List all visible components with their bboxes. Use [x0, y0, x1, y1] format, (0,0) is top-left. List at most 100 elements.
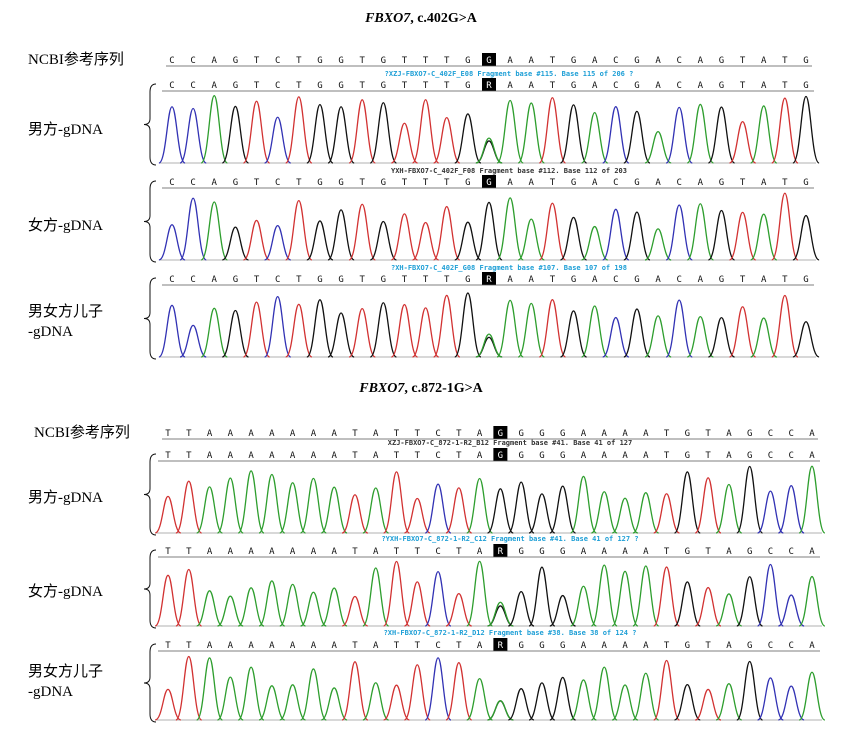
panel-1-reference-base: G	[634, 56, 639, 66]
panel-1-track-1-peak-T	[411, 99, 440, 164]
panel-2-track-3-peak-A	[798, 671, 826, 721]
panel-2-track-2-base: G	[747, 547, 752, 557]
panel-1-track-3-peak-G	[623, 308, 651, 358]
panel-1-reference-base: G	[233, 56, 238, 66]
panel-2-track-2-peak-A	[715, 593, 743, 627]
panel-2-reference-base: G	[560, 429, 565, 439]
panel-2-track-1-base: G	[539, 451, 544, 461]
panel-1-track-3-base: T	[254, 275, 260, 285]
panel-2-reference-base: T	[165, 429, 171, 439]
panel-2-track-2-peak-A	[258, 580, 286, 627]
panel-2-track-1-peak-T	[694, 477, 722, 534]
panel-1-track-1-file-caption: ?XZJ-FBXO7-C_402F_E08 Fragment base #115…	[385, 70, 634, 78]
panel-1-track-3-base: C	[275, 275, 280, 285]
panel-2-track-3-base: T	[664, 641, 670, 651]
panel-2-reference-base: G	[685, 429, 690, 439]
panel-1-track-2-peak-A	[750, 213, 778, 261]
panel-2-reference-base: T	[664, 429, 670, 439]
panel-2-track-2-base: A	[602, 547, 608, 557]
panel-1-track-3-peak-A	[200, 307, 228, 358]
panel-1-track-3-base: R	[486, 275, 492, 285]
panel-2-track-3-base: A	[269, 641, 275, 651]
panel-2-track-1-base: A	[290, 451, 296, 461]
panel-2-track-1-base: C	[789, 451, 794, 461]
panel-1-track-2-peak-G	[475, 201, 503, 261]
panel-2-reference-base: A	[311, 429, 317, 439]
panel-1-track-3-peak-A	[496, 299, 524, 358]
panel-2-reference-base: A	[726, 429, 732, 439]
panel-2-track-3-base: A	[581, 641, 587, 651]
panel-1-track-3-base: G	[317, 275, 322, 285]
panel-1-track-2-peak-C	[158, 224, 186, 261]
panel-1-track-1-base: T	[254, 81, 260, 91]
panel-2-track-2-base: A	[228, 547, 234, 557]
panel-2-track-2-peak-A	[217, 595, 244, 627]
panel-1-track-3-base: G	[338, 275, 343, 285]
panel-2-track-3-base: C	[789, 641, 794, 651]
panel-1-track-1-base: A	[655, 81, 661, 91]
panel-1-track-1-peak-A	[580, 111, 609, 164]
panel-1-track-3-base: G	[803, 275, 808, 285]
panel-2-track-1-base: G	[560, 451, 565, 461]
panel-2-track-2-peak-G	[673, 581, 701, 627]
panel-2-reference-base: C	[768, 429, 773, 439]
panel-2-track-1-base: A	[622, 451, 628, 461]
panel-2-track-1-file-caption: XZJ-FBXO7-C_872-1-R2_B12 Fragment base #…	[388, 439, 632, 447]
panel-1-track-3-base: A	[592, 275, 598, 285]
panel-1-reference-base: T	[402, 56, 408, 66]
panel-1-track-3-peak-G	[454, 292, 482, 358]
panel-1-track-3-base: G	[381, 275, 386, 285]
panel-1-track-2-base: T	[423, 178, 429, 188]
panel-1-track-2-base: T	[444, 178, 450, 188]
panel-1-track-2-peak-T	[771, 192, 799, 261]
panel-1-track-2-base: G	[571, 178, 576, 188]
panel-2-track-1-base: C	[435, 451, 440, 461]
panel-1-track-2-base: G	[803, 178, 808, 188]
panel-1-track-2-base: T	[740, 178, 746, 188]
panel-2-track-3-base: G	[747, 641, 752, 651]
panel-1-track-3-base: G	[233, 275, 238, 285]
panel-1-track-2-file-caption: YXH-FBXO7-C_402F_F08 Fragment base #112.…	[391, 167, 627, 175]
panel-1-track-1-base: A	[212, 81, 218, 91]
panel-2-title: FBXO7, c.872-1G>A	[358, 381, 483, 396]
panel-2-track-1-base: A	[726, 451, 732, 461]
panel-2-track-2-base: T	[352, 547, 358, 557]
panel-2-track-3-base: T	[394, 641, 400, 651]
panel-2-track-3-base: A	[207, 641, 213, 651]
panel-1-track-3-peak-G	[327, 312, 355, 358]
panel-2-track-2-base: C	[435, 547, 440, 557]
panel-1-track-3-base: G	[571, 275, 576, 285]
panel-2-track-2-peak-T	[383, 560, 411, 627]
panel-2-track-1-base: A	[248, 451, 254, 461]
panel-2-track-3-peak-A	[715, 683, 743, 721]
panel-1-track-2-base: C	[190, 178, 195, 188]
panel-1-track-2-base: G	[486, 178, 491, 188]
panel-2-track-2-peak-T	[154, 574, 182, 627]
panel-1-reference-base: C	[676, 56, 681, 66]
panel-2-track-3-peak-C	[424, 657, 452, 721]
panel-1-reference-base: G	[465, 56, 470, 66]
panel-1-reference-base: T	[444, 56, 450, 66]
panel-2-track-2-peak-T	[653, 566, 681, 627]
panel-2-track-2-base: T	[165, 547, 171, 557]
panel-1-track-1-peak-C	[263, 116, 292, 164]
panel-1-track-1-trace	[158, 95, 820, 164]
panel-2-track-3-base: A	[809, 641, 815, 651]
panel-2-track-3-base: T	[415, 641, 421, 651]
panel-1-track-3-peak-T	[348, 307, 376, 358]
panel-1-reference-base: T	[423, 56, 429, 66]
panel-1-track-2-peak-C	[665, 204, 693, 261]
panel-2-track-1-base: A	[228, 451, 234, 461]
panel-1-track-1-peak-G	[327, 106, 355, 164]
panel-2-track-1-peak-A	[611, 497, 639, 534]
panel-2-track-2-base: T	[186, 547, 192, 557]
panel-2-track-3-base: G	[539, 641, 544, 651]
panel-1-track-1-peak-T	[433, 116, 461, 164]
panel-1-reference-base: T	[296, 56, 302, 66]
panel-1-track-1-base: T	[359, 81, 365, 91]
panel-2-track-3-base: G	[685, 641, 690, 651]
panel-2-track-2-base: T	[705, 547, 711, 557]
panel-1-track-3-base: T	[296, 275, 302, 285]
panel-2-reference-base: G	[539, 429, 544, 439]
